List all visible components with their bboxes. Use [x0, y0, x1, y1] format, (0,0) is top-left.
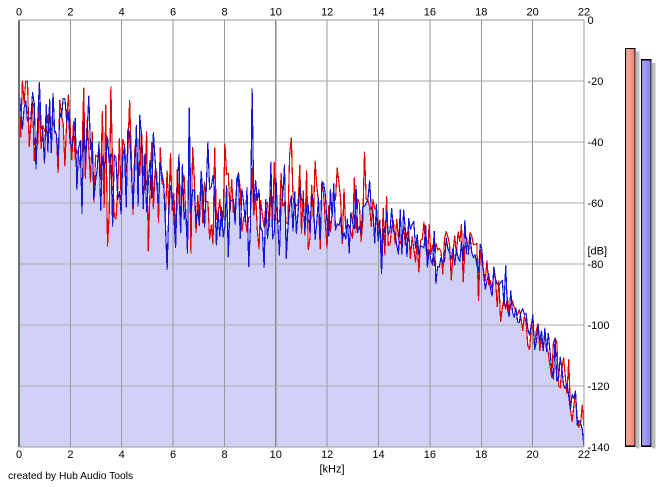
svg-text:-80: -80: [588, 259, 604, 271]
svg-text:10: 10: [270, 7, 282, 19]
svg-text:0: 0: [16, 449, 22, 461]
svg-text:8: 8: [221, 7, 227, 19]
svg-text:2: 2: [67, 7, 73, 19]
svg-text:[kHz]: [kHz]: [319, 464, 344, 476]
svg-text:20: 20: [526, 7, 538, 19]
svg-text:4: 4: [119, 449, 125, 461]
svg-text:20: 20: [526, 449, 538, 461]
svg-text:-140: -140: [588, 442, 610, 454]
svg-text:2: 2: [67, 449, 73, 461]
svg-text:12: 12: [321, 7, 333, 19]
svg-text:-120: -120: [588, 381, 610, 393]
svg-text:16: 16: [424, 449, 436, 461]
svg-text:16: 16: [424, 7, 436, 19]
svg-text:-100: -100: [588, 320, 610, 332]
svg-text:4: 4: [119, 7, 125, 19]
svg-text:10: 10: [270, 449, 282, 461]
svg-text:created by Hub Audio Tools: created by Hub Audio Tools: [8, 471, 133, 482]
svg-text:18: 18: [475, 7, 487, 19]
svg-text:0: 0: [16, 7, 22, 19]
svg-text:-60: -60: [588, 198, 604, 210]
svg-text:-20: -20: [588, 76, 604, 88]
svg-text:14: 14: [372, 7, 384, 19]
svg-text:6: 6: [170, 449, 176, 461]
svg-text:8: 8: [221, 449, 227, 461]
svg-text:14: 14: [372, 449, 384, 461]
svg-text:6: 6: [170, 7, 176, 19]
svg-text:0: 0: [588, 15, 594, 27]
svg-text:-40: -40: [588, 137, 604, 149]
svg-text:18: 18: [475, 449, 487, 461]
svg-text:[dB]: [dB]: [588, 246, 608, 258]
svg-text:12: 12: [321, 449, 333, 461]
